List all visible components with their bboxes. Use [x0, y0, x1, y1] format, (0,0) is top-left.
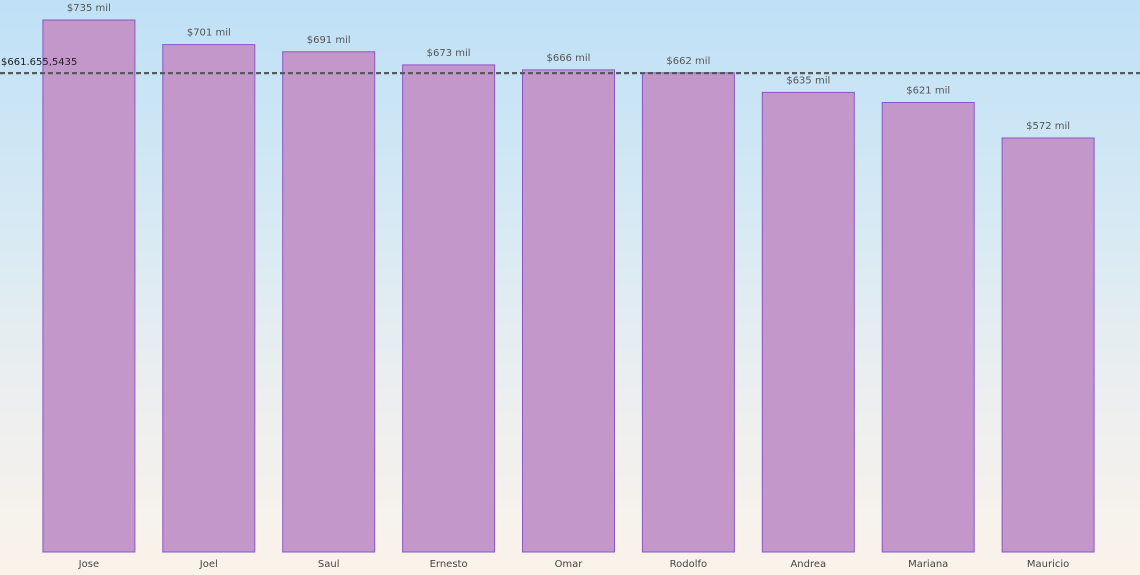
x-tick-mauricio: Mauricio	[1027, 559, 1069, 570]
x-tick-mariana: Mariana	[908, 559, 948, 570]
data-labels-group: $735 mil $701 mil $691 mil $673 mil $666 mil…	[67, 3, 1070, 132]
x-tick-jose: Jose	[78, 559, 99, 570]
x-tick-saul: Saul	[318, 559, 340, 570]
data-label-saul: $691 mil	[307, 35, 351, 46]
data-label-rodolfo: $662 mil	[666, 56, 710, 67]
bar-saul[interactable]	[282, 51, 376, 553]
x-tick-rodolfo: Rodolfo	[670, 559, 708, 570]
reference-line-group: $661.655,5435	[0, 57, 1140, 75]
bar-mauricio[interactable]	[1001, 137, 1095, 553]
bar-andrea[interactable]	[761, 91, 855, 553]
bar-mariana[interactable]	[881, 102, 975, 553]
bar-ernesto[interactable]	[402, 64, 496, 553]
x-axis-tick-labels: Jose Joel Saul Ernesto Omar Rodolfo Andrea Mari…	[78, 559, 1070, 570]
x-tick-joel: Joel	[199, 559, 218, 570]
x-tick-andrea: Andrea	[790, 559, 826, 570]
data-label-jose: $735 mil	[67, 3, 111, 14]
data-label-mariana: $621 mil	[906, 86, 950, 97]
bar-omar[interactable]	[522, 69, 615, 553]
average-reference-label: $661.655,5435	[1, 57, 77, 68]
data-label-andrea: $635 mil	[786, 75, 830, 86]
data-label-omar: $666 mil	[547, 53, 591, 64]
bar-rodolfo[interactable]	[641, 72, 735, 553]
x-tick-ernesto: Ernesto	[430, 559, 468, 570]
data-label-ernesto: $673 mil	[427, 48, 471, 59]
bars-group	[42, 19, 1095, 553]
bar-joel[interactable]	[162, 44, 256, 553]
x-tick-omar: Omar	[555, 559, 584, 570]
bar-jose[interactable]	[42, 19, 136, 553]
data-label-joel: $701 mil	[187, 28, 231, 39]
data-label-mauricio: $572 mil	[1026, 121, 1070, 132]
